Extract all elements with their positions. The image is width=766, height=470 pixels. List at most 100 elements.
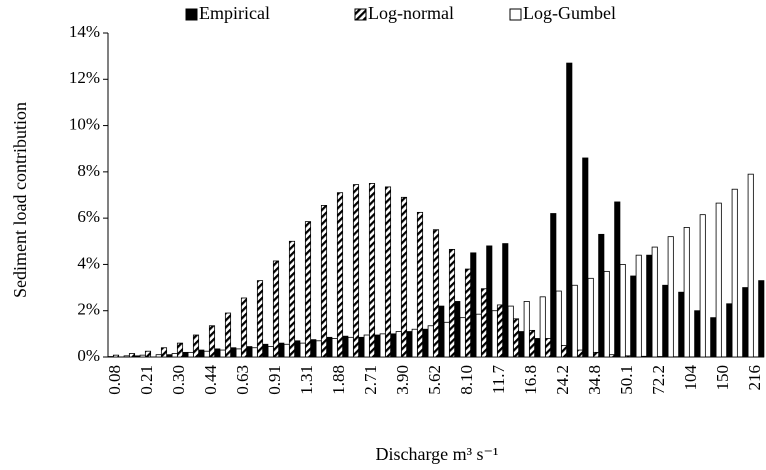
x-tick-label: 16.8 [521, 365, 540, 395]
x-tick-label: 0.91 [265, 365, 284, 395]
bar [566, 62, 573, 358]
x-axis-title: Discharge m³ s⁻¹ [376, 444, 499, 464]
bar [166, 354, 173, 358]
bar [427, 325, 434, 358]
bar [438, 305, 445, 358]
x-tick-label: 11.7 [489, 365, 508, 395]
x-tick-label: 5.62 [425, 365, 444, 395]
bar [411, 328, 418, 358]
legend-label: Log-normal [368, 3, 454, 23]
bar [758, 280, 765, 358]
bar [256, 280, 264, 358]
bar [240, 297, 248, 358]
bar [283, 343, 290, 358]
bar [278, 342, 285, 358]
bar [182, 351, 189, 358]
y-axis-title: Sediment load contribution [10, 102, 30, 298]
bar [294, 340, 301, 358]
y-tick-label: 8% [77, 161, 100, 180]
x-tick-label: 2.71 [361, 365, 380, 395]
bar [480, 288, 488, 358]
bar [304, 221, 312, 358]
y-tick-label: 2% [77, 300, 100, 319]
bar [555, 290, 562, 358]
y-tick-label: 10% [69, 114, 100, 133]
bar [678, 291, 685, 358]
bar [576, 349, 584, 358]
bar [384, 186, 392, 358]
bar [374, 334, 381, 358]
bar [358, 336, 365, 358]
bar [694, 310, 701, 358]
bar [230, 347, 237, 358]
y-tick-label: 12% [69, 68, 100, 87]
x-tick-label: 216 [745, 365, 764, 391]
bar [667, 236, 674, 358]
bar [246, 346, 253, 358]
bar [560, 345, 568, 358]
x-tick-label: 24.2 [553, 365, 572, 395]
bar [176, 342, 184, 358]
bar [699, 214, 706, 358]
bar [448, 248, 456, 358]
x-tick-label: 0.44 [201, 365, 220, 395]
y-tick-label: 0% [77, 346, 100, 365]
bar [640, 355, 648, 358]
bar [214, 348, 221, 358]
x-tick-label: 150 [713, 365, 732, 391]
x-tick-label: 104 [681, 365, 700, 391]
bar [267, 346, 274, 358]
bar [454, 301, 461, 358]
bar [715, 202, 722, 358]
bar [198, 349, 205, 358]
x-tick-label: 72.2 [649, 365, 668, 395]
bar [342, 335, 349, 358]
bar [475, 313, 482, 358]
bar [635, 254, 642, 358]
bar [192, 334, 200, 358]
x-tick-label: 0.63 [233, 365, 252, 395]
bar [208, 325, 216, 358]
bar [310, 339, 317, 358]
bar [331, 338, 338, 358]
legend-swatch [509, 8, 522, 21]
bar [651, 246, 658, 358]
bar [368, 183, 376, 358]
bar [528, 329, 536, 358]
bar [160, 347, 168, 358]
bar [619, 264, 626, 358]
bar [288, 240, 296, 358]
bar [171, 353, 178, 358]
bar [544, 338, 552, 358]
bar [251, 347, 258, 358]
bar [646, 254, 653, 358]
bar [347, 336, 354, 358]
y-tick-label: 6% [77, 207, 100, 226]
bar [272, 260, 280, 358]
bar [507, 305, 514, 358]
x-tick-label: 50.1 [617, 365, 636, 395]
bar [539, 296, 546, 358]
bar [299, 342, 306, 358]
legend-label: Empirical [199, 3, 270, 23]
bar [406, 331, 413, 358]
bar [598, 233, 605, 358]
bar [496, 304, 504, 358]
bar [502, 243, 509, 358]
bar [608, 354, 616, 358]
x-tick-label: 3.90 [393, 365, 412, 395]
bar [587, 277, 594, 358]
bar [571, 284, 578, 358]
bar [203, 350, 210, 358]
bar [187, 351, 194, 358]
bar [443, 321, 450, 358]
bar [144, 350, 152, 358]
bar [630, 275, 637, 358]
x-tick-label: 0.30 [169, 365, 188, 395]
bar [518, 331, 525, 358]
bar [662, 284, 669, 358]
bar [416, 211, 424, 358]
bar [155, 354, 162, 358]
x-tick-label: 34.8 [585, 365, 604, 395]
